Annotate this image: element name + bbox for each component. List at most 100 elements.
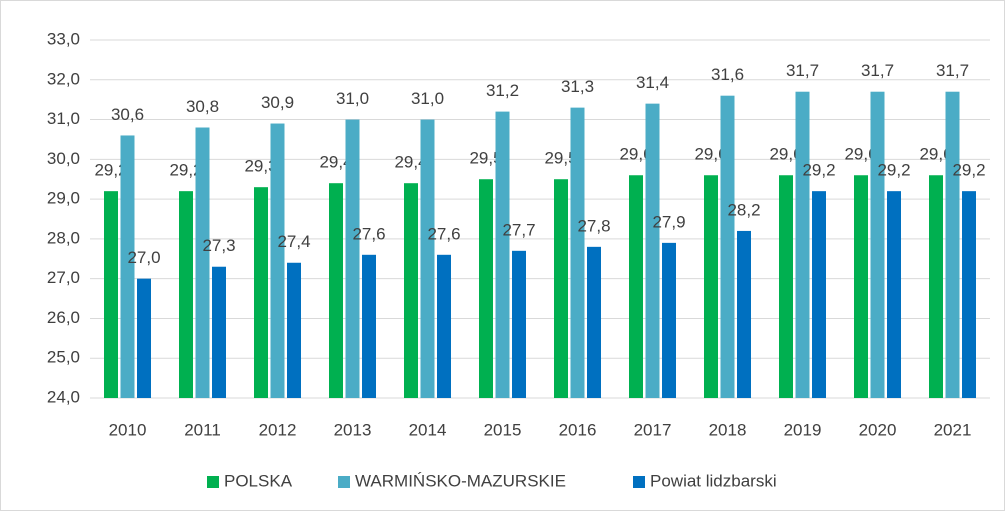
- x-tick-label: 2017: [634, 420, 672, 439]
- bar: [887, 191, 901, 398]
- bar: [962, 191, 976, 398]
- y-tick-label: 28,0: [47, 228, 80, 247]
- bar: [779, 175, 793, 398]
- value-label: 27,6: [427, 224, 460, 243]
- value-label: 31,0: [336, 89, 369, 108]
- bar: [629, 175, 643, 398]
- value-label: 29,4: [319, 153, 352, 172]
- value-label: 27,9: [652, 212, 685, 231]
- x-tick-label: 2012: [259, 420, 297, 439]
- bar: [120, 135, 135, 398]
- y-tick-label: 24,0: [47, 387, 80, 406]
- value-label: 27,8: [577, 216, 610, 235]
- value-label: 29,2: [169, 161, 202, 180]
- y-tick-label: 29,0: [47, 189, 80, 208]
- legend-label: Powiat lidzbarski: [650, 471, 777, 490]
- value-label: 29,4: [394, 153, 427, 172]
- x-tick-label: 2021: [934, 420, 972, 439]
- legend-label: POLSKA: [224, 471, 293, 490]
- x-tick-label: 2013: [334, 420, 372, 439]
- bar: [254, 187, 268, 398]
- x-tick-label: 2016: [559, 420, 597, 439]
- value-label: 27,4: [277, 232, 310, 251]
- bar: [812, 191, 826, 398]
- y-tick-label: 30,0: [47, 149, 80, 168]
- value-label: 29,2: [877, 161, 910, 180]
- value-label: 29,6: [619, 145, 652, 164]
- value-label: 31,2: [486, 81, 519, 100]
- bar: [329, 183, 343, 398]
- x-tick-label: 2019: [784, 420, 822, 439]
- legend-swatch: [338, 476, 350, 488]
- y-tick-label: 27,0: [47, 268, 80, 287]
- bar: [479, 179, 493, 398]
- bar: [720, 95, 735, 398]
- bar: [212, 266, 226, 398]
- value-label: 29,2: [802, 161, 835, 180]
- legend-swatch: [633, 476, 645, 488]
- value-label: 31,4: [636, 73, 669, 92]
- y-tick-label: 31,0: [47, 109, 80, 128]
- value-label: 27,3: [202, 236, 235, 255]
- bar: [737, 230, 751, 398]
- bar: [287, 262, 301, 398]
- x-tick-label: 2010: [109, 420, 147, 439]
- bar: [404, 183, 418, 398]
- x-tick-label: 2011: [184, 420, 221, 439]
- bar: [704, 175, 718, 398]
- bar: [795, 91, 810, 398]
- bar: [437, 254, 451, 398]
- bar: [945, 91, 960, 398]
- value-label: 31,3: [561, 77, 594, 96]
- value-label: 29,6: [844, 145, 877, 164]
- bar: [137, 278, 151, 398]
- bar: [495, 111, 510, 398]
- y-tick-label: 25,0: [47, 348, 80, 367]
- bar: [854, 175, 868, 398]
- value-label: 27,7: [502, 220, 535, 239]
- bar: [662, 242, 676, 398]
- value-label: 27,6: [352, 224, 385, 243]
- bar: [345, 119, 360, 399]
- bar: [512, 250, 526, 398]
- bar: [270, 123, 285, 399]
- value-label: 31,7: [861, 61, 894, 80]
- value-label: 31,6: [711, 65, 744, 84]
- value-label: 31,0: [411, 89, 444, 108]
- y-tick-label: 32,0: [47, 69, 80, 88]
- value-label: 30,6: [111, 105, 144, 124]
- bar: [179, 191, 193, 398]
- bar: [420, 119, 435, 399]
- value-label: 29,6: [769, 145, 802, 164]
- value-label: 28,2: [727, 200, 760, 219]
- y-tick-label: 26,0: [47, 308, 80, 327]
- bar: [929, 175, 943, 398]
- x-tick-label: 2015: [484, 420, 522, 439]
- bar: [104, 191, 118, 398]
- value-label: 31,7: [936, 61, 969, 80]
- legend-label: WARMIŃSKO-MAZURSKIE: [355, 471, 566, 490]
- bar: [645, 103, 660, 399]
- legend-swatch: [207, 476, 219, 488]
- value-label: 29,6: [694, 145, 727, 164]
- x-tick-label: 2014: [409, 420, 447, 439]
- y-tick-label: 33,0: [47, 29, 80, 48]
- x-tick-label: 2020: [859, 420, 897, 439]
- value-label: 27,0: [127, 248, 160, 267]
- x-tick-label: 2018: [709, 420, 747, 439]
- value-label: 29,5: [469, 149, 502, 168]
- bar: [870, 91, 885, 398]
- bar: [570, 107, 585, 398]
- value-label: 31,7: [786, 61, 819, 80]
- value-label: 29,5: [544, 149, 577, 168]
- value-label: 30,9: [261, 93, 294, 112]
- bar: [587, 246, 601, 398]
- value-label: 30,8: [186, 97, 219, 116]
- bar: [195, 127, 210, 398]
- value-label: 29,3: [244, 157, 277, 176]
- bar: [554, 179, 568, 398]
- bar: [362, 254, 376, 398]
- value-label: 29,6: [919, 145, 952, 164]
- value-label: 29,2: [94, 161, 127, 180]
